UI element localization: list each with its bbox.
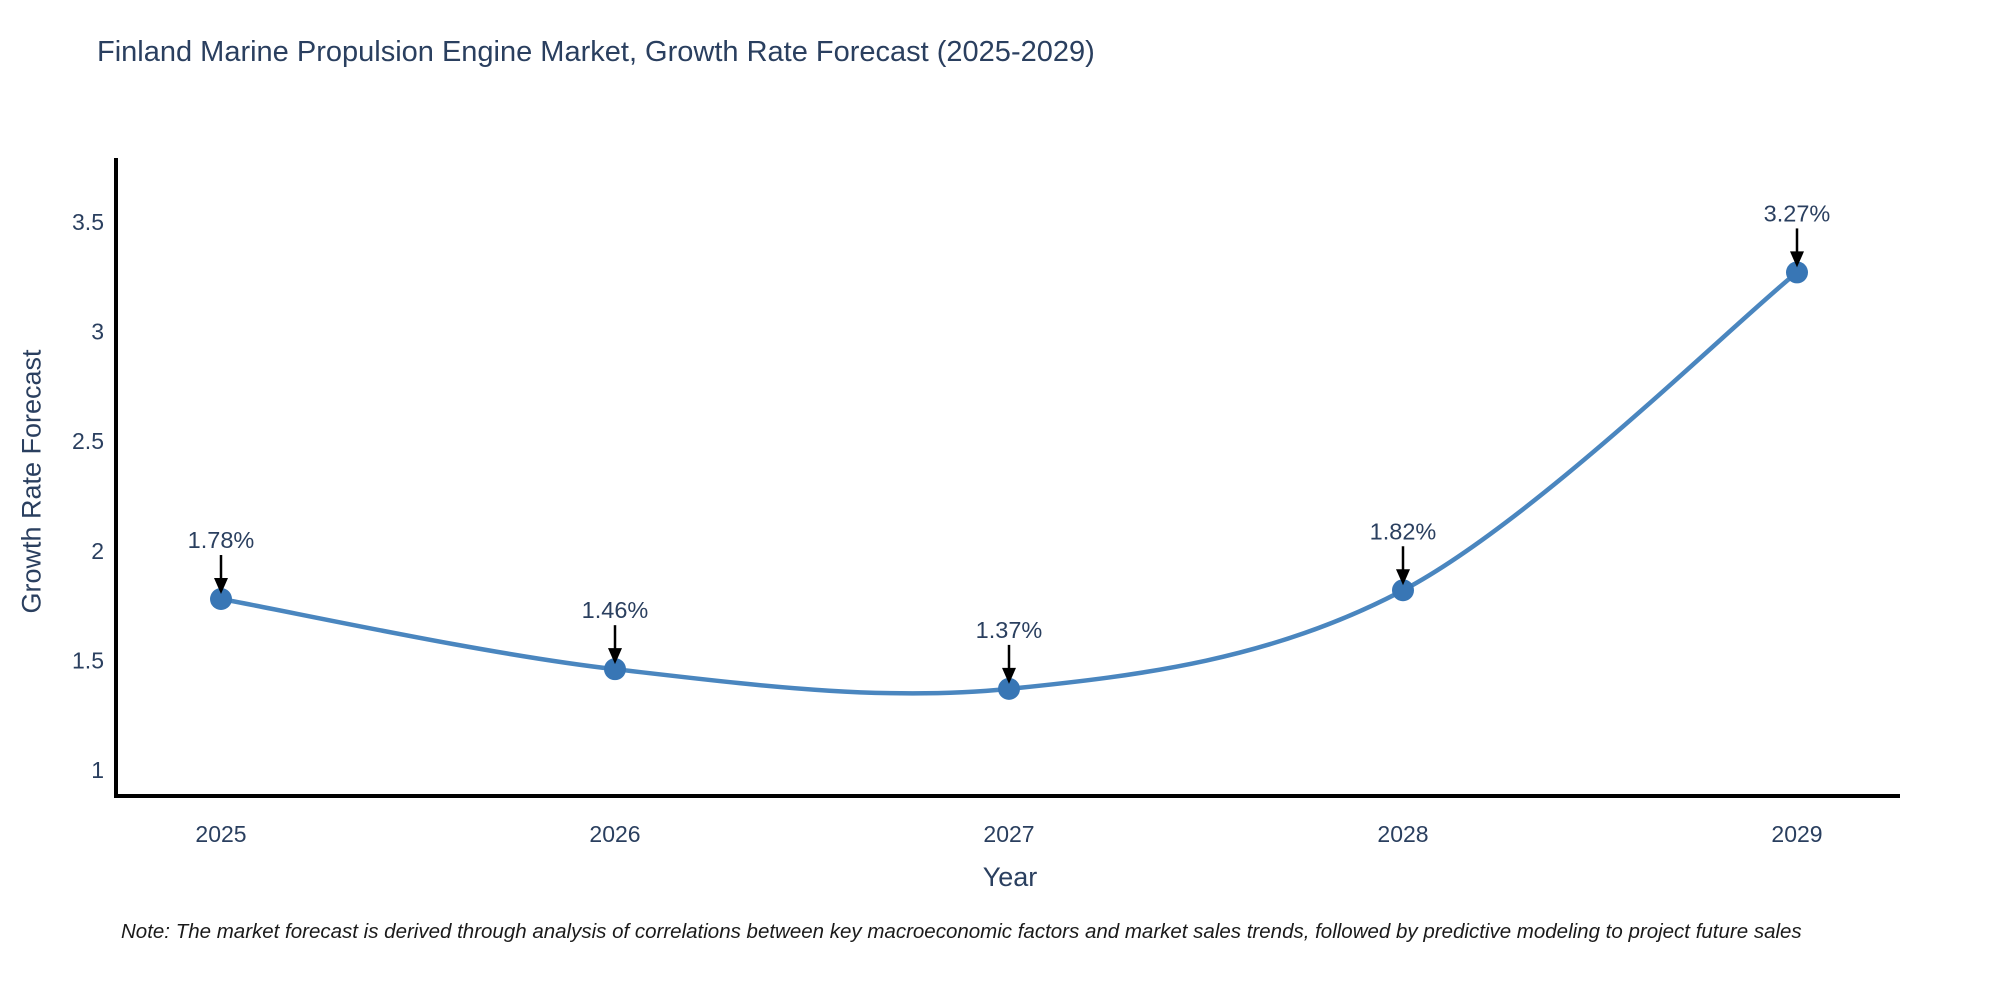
data-point-marker <box>1392 579 1414 602</box>
annotation-label: 3.27% <box>1764 200 1831 226</box>
annotation-arrow-head <box>1002 667 1016 684</box>
y-tick-label: 1 <box>91 757 104 783</box>
annotation-arrow-head <box>214 578 228 595</box>
data-point-marker <box>998 677 1020 700</box>
data-point-marker <box>1786 261 1808 284</box>
axis-spines <box>114 158 1900 798</box>
annotation-label: 1.78% <box>188 527 255 553</box>
annotation-arrow-head <box>608 648 622 665</box>
y-tick-label: 1.5 <box>72 647 104 673</box>
x-tick-label: 2026 <box>589 821 640 847</box>
x-tick-label: 2025 <box>195 821 246 847</box>
data-point-marker <box>604 658 626 681</box>
x-tick-label: 2029 <box>1771 821 1822 847</box>
annotation-label: 1.46% <box>582 597 649 623</box>
x-tick-label: 2027 <box>983 821 1034 847</box>
annotation-label: 1.37% <box>976 617 1043 643</box>
annotation-arrow-head <box>1396 569 1410 586</box>
y-tick-label: 2 <box>91 538 104 564</box>
footnote: Note: The market forecast is derived thr… <box>121 920 1802 943</box>
y-tick-label: 3.5 <box>72 209 104 235</box>
x-tick-label: 2028 <box>1377 821 1428 847</box>
data-point-marker <box>210 588 232 611</box>
y-tick-label: 3 <box>91 319 104 345</box>
annotation-label: 1.82% <box>1370 518 1437 544</box>
annotation-arrow-head <box>1790 251 1804 268</box>
chart-title: Finland Marine Propulsion Engine Market,… <box>97 36 1095 68</box>
y-tick-label: 2.5 <box>72 428 104 454</box>
x-axis-title: Year <box>982 862 1038 892</box>
